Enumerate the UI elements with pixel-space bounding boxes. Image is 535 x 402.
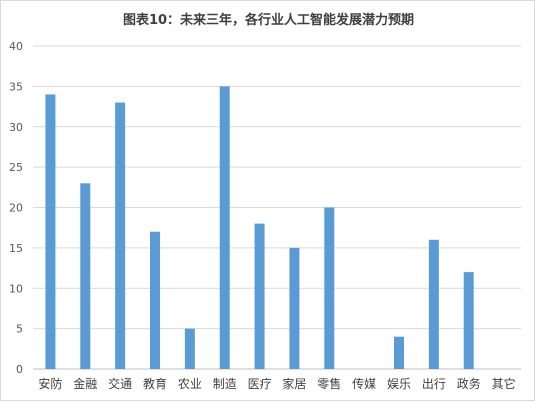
x-tick-label: 零售 (317, 376, 341, 391)
bar (150, 231, 160, 369)
x-tick-label: 金融 (73, 376, 97, 391)
x-tick-label: 制造 (213, 377, 237, 391)
y-tick-label: 10 (9, 282, 23, 295)
x-tick-label: 交通 (108, 376, 132, 391)
bar (45, 94, 56, 369)
bar (115, 102, 126, 370)
x-tick-label: 农业 (178, 377, 202, 391)
bar (394, 336, 404, 369)
bar (463, 272, 474, 369)
bar (184, 328, 195, 369)
y-tick-label: 25 (9, 161, 23, 174)
x-tick-label: 医疗 (248, 377, 272, 391)
bar (289, 247, 300, 369)
x-tick-label: 政务 (457, 376, 481, 391)
x-tick-label: 其它 (492, 376, 516, 391)
bar (80, 183, 91, 369)
y-tick-label: 30 (9, 121, 23, 134)
x-tick-label: 教育 (143, 376, 167, 391)
y-tick-label: 40 (9, 40, 23, 53)
x-tick-label: 出行 (422, 377, 446, 391)
x-tick-label: 传媒 (352, 376, 376, 391)
bar (219, 86, 230, 369)
x-tick-label: 娱乐 (387, 377, 411, 391)
y-tick-label: 5 (16, 323, 23, 336)
x-tick-label: 安防 (38, 376, 62, 391)
y-tick-label: 20 (9, 202, 23, 215)
bar (254, 223, 265, 369)
bar (428, 239, 439, 369)
y-tick-label: 35 (9, 80, 23, 93)
y-tick-label: 15 (9, 242, 23, 255)
x-tick-label: 家居 (282, 376, 306, 391)
bar (324, 207, 335, 369)
chart-title: 图表10：未来三年，各行业人工智能发展潜力预期 (122, 13, 415, 28)
y-tick-label: 0 (16, 363, 23, 376)
